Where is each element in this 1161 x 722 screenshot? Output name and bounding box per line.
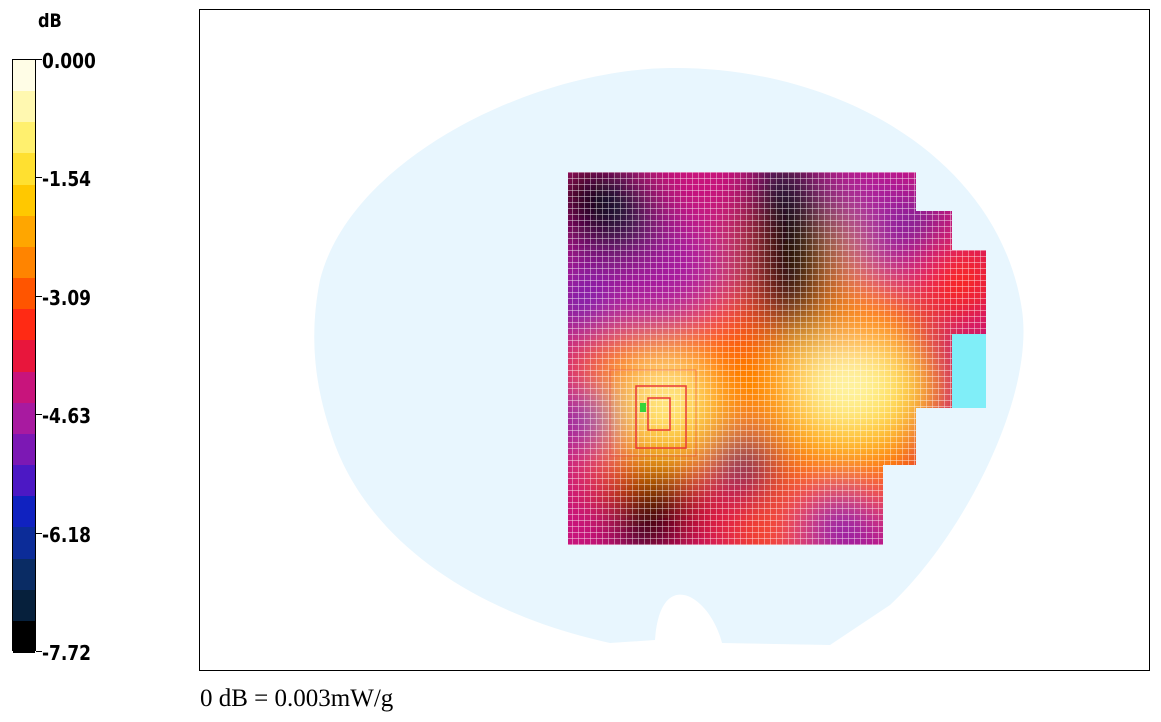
colorbar-tick (36, 59, 42, 60)
colorbar-segment (13, 340, 35, 373)
colorbar-tick (36, 177, 42, 179)
colorbar-tick-label: -6.18 (42, 522, 92, 547)
colorbar-unit-label: dB (38, 10, 62, 32)
colorbar (12, 59, 36, 653)
colorbar-tick-label: -4.63 (42, 404, 92, 429)
colorbar-segment (13, 465, 35, 498)
colorbar-segment (13, 309, 35, 342)
colorbar-tick-label: -1.54 (42, 167, 92, 192)
colorbar-tick (36, 295, 42, 297)
colorbar-segment (13, 558, 35, 591)
colorbar-segment (13, 60, 35, 93)
probe-cursor (609, 369, 697, 457)
colorbar-tick-label: 0.000 (42, 49, 96, 73)
colorbar-segment (13, 153, 35, 186)
colorbar-segment (13, 184, 35, 217)
colorbar-segment (13, 122, 35, 155)
colorbar-tick (36, 651, 42, 652)
colorbar-segment (13, 371, 35, 404)
colorbar-tick (36, 532, 42, 534)
colorbar-segment (13, 527, 35, 560)
colorbar-segment (13, 246, 35, 280)
colorbar-tick-label: -7.72 (42, 641, 92, 665)
colorbar-segment (13, 589, 35, 622)
colorbar-segment (13, 402, 35, 435)
reference-footnote: 0 dB = 0.003mW/g (200, 685, 394, 712)
colorbar-tick (36, 414, 42, 416)
sar-heatmap (314, 67, 1024, 646)
colorbar-segment (13, 278, 35, 311)
plot-area (199, 9, 1150, 671)
colorbar-segment (13, 215, 35, 248)
scan-edge-cell (952, 334, 986, 408)
colorbar-segment (13, 91, 35, 124)
colorbar-segment (13, 496, 35, 529)
colorbar-tick-label: -3.09 (42, 285, 92, 310)
peak-marker (640, 403, 646, 412)
colorbar-segment (13, 433, 35, 467)
colorbar-segment (13, 620, 35, 653)
